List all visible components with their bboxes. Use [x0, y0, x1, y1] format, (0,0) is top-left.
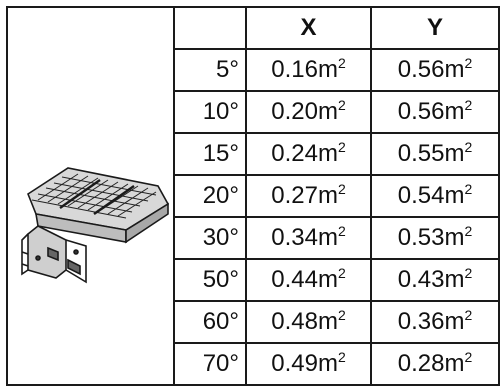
x-cell: 0.34m2	[245, 216, 372, 261]
y-cell: 0.36m2	[370, 300, 498, 345]
x-cell: 0.44m2	[245, 258, 372, 303]
y-cell: 0.43m2	[370, 258, 498, 303]
table-row: 10° 0.20m2 0.56m2	[175, 89, 498, 134]
x-cell: 0.48m2	[245, 300, 372, 345]
y-cell: 0.53m2	[370, 216, 498, 261]
angle-cell: 70°	[175, 342, 247, 384]
angle-cell: 50°	[175, 258, 247, 303]
x-cell: 0.16m2	[245, 47, 372, 92]
header-x: X	[245, 8, 372, 50]
spec-table-frame: X Y 5° 0.16m2 0.56m2 10° 0.20m2 0.56m2 1…	[6, 6, 500, 386]
y-cell: 0.54m2	[370, 173, 498, 219]
y-cell: 0.28m2	[370, 342, 498, 384]
y-cell: 0.56m2	[370, 47, 498, 92]
table-row: 60° 0.48m2 0.36m2	[175, 300, 498, 345]
header-angle	[175, 8, 247, 50]
x-cell: 0.49m2	[245, 342, 372, 384]
header-y: Y	[370, 8, 498, 50]
x-cell: 0.20m2	[245, 89, 372, 134]
y-cell: 0.55m2	[370, 131, 498, 176]
led-flood-light-fixture-icon	[21, 167, 170, 284]
angle-cell: 15°	[175, 131, 247, 176]
angle-cell: 30°	[175, 216, 247, 261]
angle-cell: 20°	[175, 173, 247, 219]
beam-angle-table: X Y 5° 0.16m2 0.56m2 10° 0.20m2 0.56m2 1…	[175, 8, 498, 384]
table-row: 50° 0.44m2 0.43m2	[175, 258, 498, 303]
y-cell: 0.56m2	[370, 89, 498, 134]
product-image-cell	[8, 8, 175, 384]
table-row: 5° 0.16m2 0.56m2	[175, 47, 498, 92]
angle-cell: 5°	[175, 47, 247, 92]
table-row: 70° 0.49m2 0.28m2	[175, 342, 498, 384]
x-cell: 0.24m2	[245, 131, 372, 176]
angle-cell: 10°	[175, 89, 247, 134]
table-header-row: X Y	[175, 8, 498, 50]
table-row: 20° 0.27m2 0.54m2	[175, 173, 498, 219]
angle-cell: 60°	[175, 300, 247, 345]
table-row: 15° 0.24m2 0.55m2	[175, 131, 498, 176]
x-cell: 0.27m2	[245, 173, 372, 219]
table-row: 30° 0.34m2 0.53m2	[175, 216, 498, 261]
